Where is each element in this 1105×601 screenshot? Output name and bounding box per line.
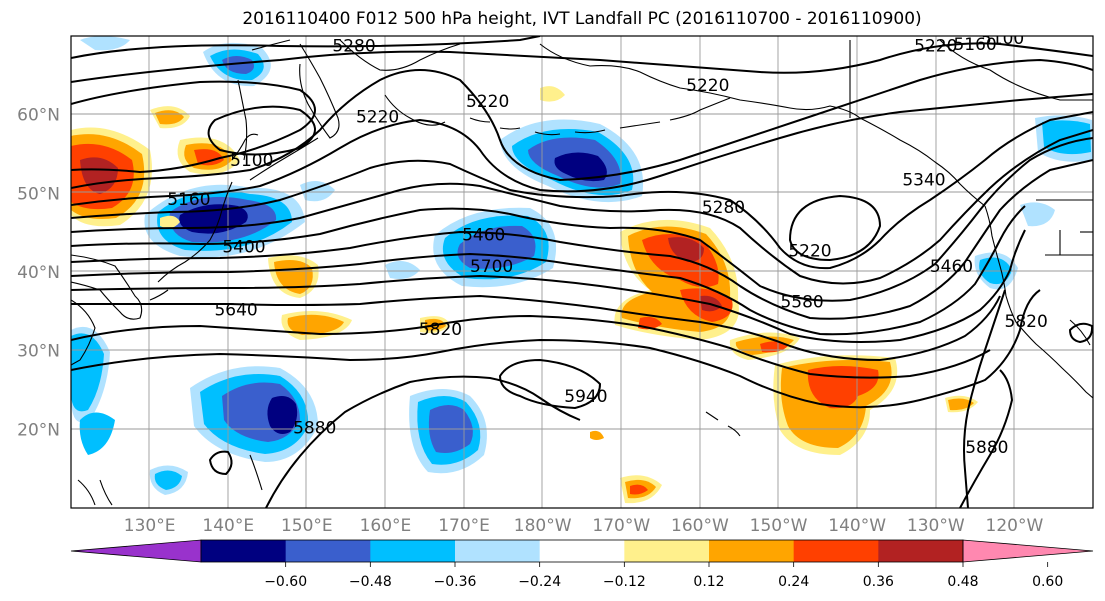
colorbar-tick-label: −0.12	[603, 574, 646, 590]
colorbar: −0.60 −0.48 −0.36 −0.24 −0.12 0.12 0.24 0.36 0.4…	[70, 539, 1094, 590]
map-border	[70, 35, 1094, 509]
contour-label: 5580	[780, 292, 823, 312]
colorbar-segment	[285, 540, 371, 562]
lat-tick-label: 50°N	[17, 184, 60, 204]
colorbar-tick-label: 0.24	[778, 574, 809, 590]
colorbar-segment	[539, 540, 625, 562]
contour-label: 5100	[230, 151, 273, 171]
longitude-tick-labels: 130°E 140°E 150°E 160°E 170°E 180°W 170°W 160°W…	[124, 516, 1044, 536]
contour-label: 5220	[788, 241, 831, 261]
colorbar-segment	[624, 540, 710, 562]
contour-label: 5700	[470, 257, 513, 277]
colorbar-segment	[201, 540, 287, 562]
contour-label: 5340	[902, 170, 945, 190]
lat-tick-label: 30°N	[17, 342, 60, 362]
contour-label: 5460	[462, 226, 505, 246]
lon-tick-label: 180°W	[514, 516, 572, 536]
colorbar-tick-label: −0.24	[518, 574, 561, 590]
contour-label: 5460	[930, 257, 973, 277]
contour-label: 5280	[332, 37, 375, 57]
contour-label: 5280	[702, 198, 745, 218]
lon-tick-label: 150°W	[750, 516, 808, 536]
lon-tick-label: 140°W	[828, 516, 886, 536]
colorbar-segment	[709, 540, 795, 562]
contour-label: 5220	[466, 92, 509, 112]
colorbar-extend-high	[962, 539, 1094, 563]
colorbar-segment	[878, 540, 964, 562]
contour-label: 5400	[222, 237, 265, 257]
contour-label: 5220	[686, 76, 729, 96]
contour-label: 5820	[1005, 312, 1048, 332]
contour-label: 5940	[564, 387, 607, 407]
lat-tick-label: 60°N	[17, 106, 60, 126]
contour-label: 5100	[981, 29, 1024, 49]
colorbar-frame	[200, 539, 964, 563]
contour-label: 5820	[419, 320, 462, 340]
lon-tick-label: 170°E	[438, 516, 490, 536]
map-panel: 5280 522051605100522052205220510051605400…	[71, 29, 1093, 508]
contour-labels: 5280 522051605100522052205220510051605400…	[167, 29, 1048, 458]
lon-tick-label: 120°W	[986, 516, 1044, 536]
lon-tick-label: 160°W	[671, 516, 729, 536]
colorbar-tick-label: 0.12	[693, 574, 724, 590]
lat-tick-label: 20°N	[17, 420, 60, 440]
colorbar-tick-label: 0.48	[947, 574, 978, 590]
colorbar-extend-low	[70, 539, 202, 563]
latitude-tick-labels: 60°N 50°N 40°N 30°N 20°N	[17, 106, 60, 441]
contour-label: 5220	[356, 108, 399, 128]
colorbar-segment	[455, 540, 541, 562]
figure-title: 2016110400 F012 500 hPa height, IVT Land…	[242, 9, 921, 29]
colorbar-tick-label: −0.36	[434, 574, 477, 590]
contour-label: 5160	[167, 190, 210, 210]
colorbar-tick-label: −0.60	[264, 574, 307, 590]
lon-tick-label: 160°E	[360, 516, 412, 536]
colorbar-segment	[370, 540, 456, 562]
contour-label: 5220	[914, 37, 957, 57]
contour-label: 5880	[965, 438, 1008, 458]
colorbar-tick-label: −0.48	[349, 574, 392, 590]
lon-tick-label: 130°W	[907, 516, 965, 536]
height-contours	[71, 36, 1093, 508]
lon-tick-label: 170°W	[592, 516, 650, 536]
lat-tick-label: 40°N	[17, 263, 60, 283]
contour-label: 5160	[953, 35, 996, 55]
colorbar-segment	[793, 540, 879, 562]
colorbar-tick-label: 0.36	[863, 574, 894, 590]
contour-label: 5880	[293, 418, 336, 438]
ivt-shading	[71, 36, 1093, 504]
lon-tick-label: 150°E	[281, 516, 333, 536]
colorbar-tick-label: 0.60	[1032, 574, 1063, 590]
lon-tick-label: 140°E	[202, 516, 254, 536]
lon-tick-label: 130°E	[124, 516, 176, 536]
contour-label: 5640	[214, 300, 257, 320]
